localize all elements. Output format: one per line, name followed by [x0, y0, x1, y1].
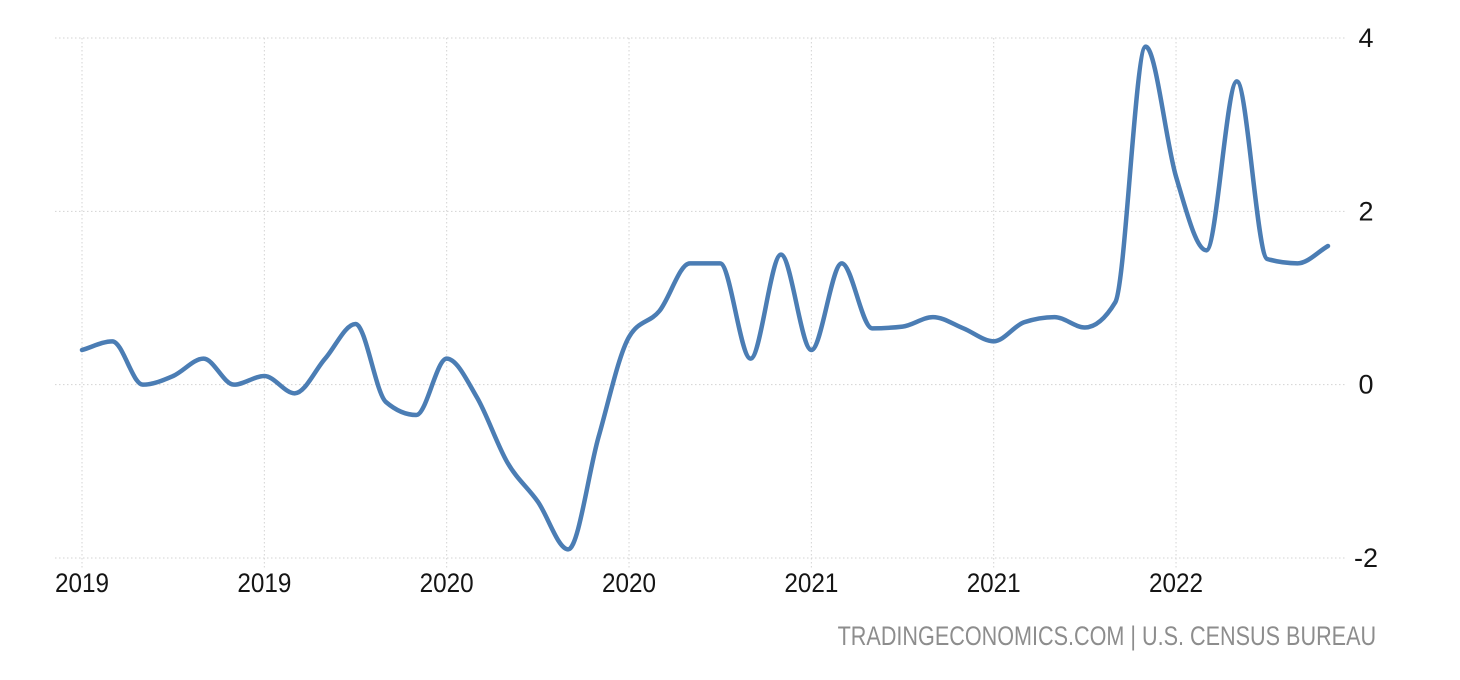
x-axis-label: 2020 — [420, 568, 474, 598]
x-axis-label: 2022 — [1149, 568, 1203, 598]
y-axis-label: 4 — [1358, 23, 1373, 53]
x-axis-label: 2020 — [602, 568, 656, 598]
series-line — [79, 44, 1331, 552]
y-axis-label: -2 — [1354, 543, 1378, 573]
y-axis-label: 2 — [1358, 196, 1373, 226]
x-axis-label: 2021 — [967, 568, 1021, 598]
x-axis-label: 2019 — [237, 568, 291, 598]
x-axis-label: 2019 — [55, 568, 109, 598]
y-axis-label: 0 — [1358, 370, 1373, 400]
attribution: TRADINGECONOMICS.COM | U.S. CENSUS BUREA… — [838, 621, 1376, 652]
attribution-text: TRADINGECONOMICS.COM | U.S. CENSUS BUREA… — [837, 621, 1376, 651]
x-axis-label: 2021 — [784, 568, 838, 598]
